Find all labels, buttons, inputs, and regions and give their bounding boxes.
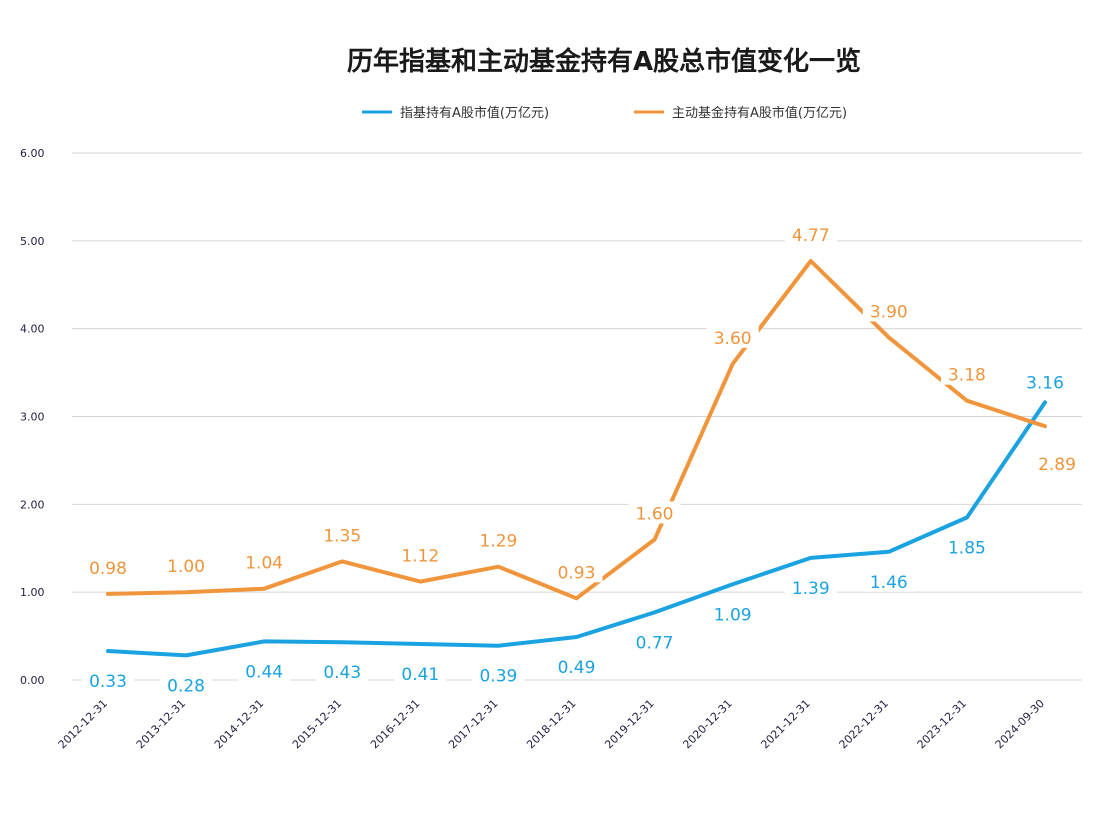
data-label: 1.46 xyxy=(870,573,908,593)
x-tick-label: 2021-12-31 xyxy=(758,697,812,751)
y-tick-label: 0.00 xyxy=(20,674,45,687)
data-label-bg xyxy=(160,554,213,577)
data-label: 2.89 xyxy=(1038,455,1076,475)
y-tick-label: 6.00 xyxy=(20,147,45,160)
data-label: 1.29 xyxy=(479,532,517,552)
x-tick-label: 2018-12-31 xyxy=(524,697,578,751)
data-label: 3.60 xyxy=(714,329,752,349)
data-label-bg xyxy=(160,673,213,696)
data-label-bg xyxy=(82,669,134,692)
series-line-active-fund xyxy=(106,259,1047,601)
data-label-bg xyxy=(1019,370,1071,393)
data-label-bg xyxy=(238,550,291,573)
data-label-bg xyxy=(394,661,447,684)
x-tick-label: 2023-12-31 xyxy=(915,697,969,751)
x-tick-label: 2024-09-30 xyxy=(993,697,1047,751)
gridlines xyxy=(72,152,1082,681)
data-label-bg xyxy=(784,575,837,598)
y-axis: 0.00 1.00 2.00 3.00 4.00 5.00 6.00 xyxy=(20,147,45,687)
x-tick-label: 2017-12-31 xyxy=(446,697,500,751)
data-label-bg xyxy=(238,659,291,682)
y-tick-label: 4.00 xyxy=(20,323,45,336)
data-label: 3.18 xyxy=(948,366,986,386)
data-label: 1.04 xyxy=(245,554,283,574)
data-label-bg xyxy=(628,630,681,653)
data-label-bg xyxy=(940,362,993,385)
y-tick-label: 5.00 xyxy=(20,235,45,248)
data-label: 1.09 xyxy=(714,605,752,625)
series-lines xyxy=(106,259,1047,658)
data-label-bg xyxy=(1031,452,1083,475)
data-labels: 0.33 0.28 0.44 0.43 0.41 0.39 0.49 0.77 1.09 1.39… xyxy=(82,223,1083,696)
data-label: 1.12 xyxy=(401,547,439,567)
series-line-index-fund xyxy=(106,400,1047,658)
legend-label-index-fund: 指基持有A股市值(万亿元) xyxy=(400,105,549,121)
x-tick-label: 2022-12-31 xyxy=(837,697,891,751)
data-label-bg xyxy=(784,223,837,246)
data-label: 0.49 xyxy=(558,658,596,678)
legend-label-active-fund: 主动基金持有A股市值(万亿元) xyxy=(672,105,847,121)
x-tick-label: 2013-12-31 xyxy=(134,697,188,751)
data-label-bg xyxy=(706,602,759,625)
data-label-bg xyxy=(472,528,525,551)
data-label-bg xyxy=(472,663,525,686)
data-label: 1.00 xyxy=(167,557,205,577)
data-label-bg xyxy=(82,555,134,578)
data-label: 1.60 xyxy=(636,504,674,524)
x-tick-label: 2015-12-31 xyxy=(290,697,344,751)
data-label: 0.28 xyxy=(167,676,205,696)
y-tick-label: 3.00 xyxy=(20,411,45,424)
x-tick-label: 2014-12-31 xyxy=(212,697,266,751)
data-label-bg xyxy=(316,523,369,546)
x-tick-label: 2012-12-31 xyxy=(56,697,110,751)
data-label: 4.77 xyxy=(792,226,830,246)
data-label: 1.85 xyxy=(948,539,986,559)
x-axis: 2012-12-31 2013-12-31 2014-12-31 2015-12-31… xyxy=(56,697,1047,751)
data-label: 0.93 xyxy=(558,563,596,583)
data-label-bg xyxy=(550,654,603,677)
data-label: 0.98 xyxy=(89,559,127,579)
data-label-bg xyxy=(862,569,915,592)
chart-title: 历年指基和主动基金持有A股总市值变化一览 xyxy=(347,46,861,77)
legend: 指基持有A股市值(万亿元) 主动基金持有A股市值(万亿元) xyxy=(362,105,847,121)
data-label: 1.39 xyxy=(792,579,830,599)
data-label: 0.77 xyxy=(636,633,674,653)
x-tick-label: 2020-12-31 xyxy=(680,697,734,751)
y-tick-label: 1.00 xyxy=(20,586,45,599)
data-label: 0.39 xyxy=(479,667,517,687)
data-label: 0.41 xyxy=(401,665,439,685)
data-label: 3.16 xyxy=(1026,373,1064,393)
data-label-bg xyxy=(316,660,369,683)
data-label: 0.43 xyxy=(323,663,361,683)
data-label: 0.44 xyxy=(245,662,283,682)
data-label: 3.90 xyxy=(870,302,908,322)
data-label-bg xyxy=(940,535,993,558)
data-label-bg xyxy=(550,560,603,583)
x-tick-label: 2019-12-31 xyxy=(602,697,656,751)
y-tick-label: 2.00 xyxy=(20,498,45,511)
data-label-bg xyxy=(394,543,447,566)
data-label: 1.35 xyxy=(323,526,361,546)
data-label: 0.33 xyxy=(89,672,127,692)
data-label-bg xyxy=(862,299,915,322)
x-tick-label: 2016-12-31 xyxy=(368,697,422,751)
data-label-bg xyxy=(706,325,759,348)
data-label-bg xyxy=(628,501,681,524)
